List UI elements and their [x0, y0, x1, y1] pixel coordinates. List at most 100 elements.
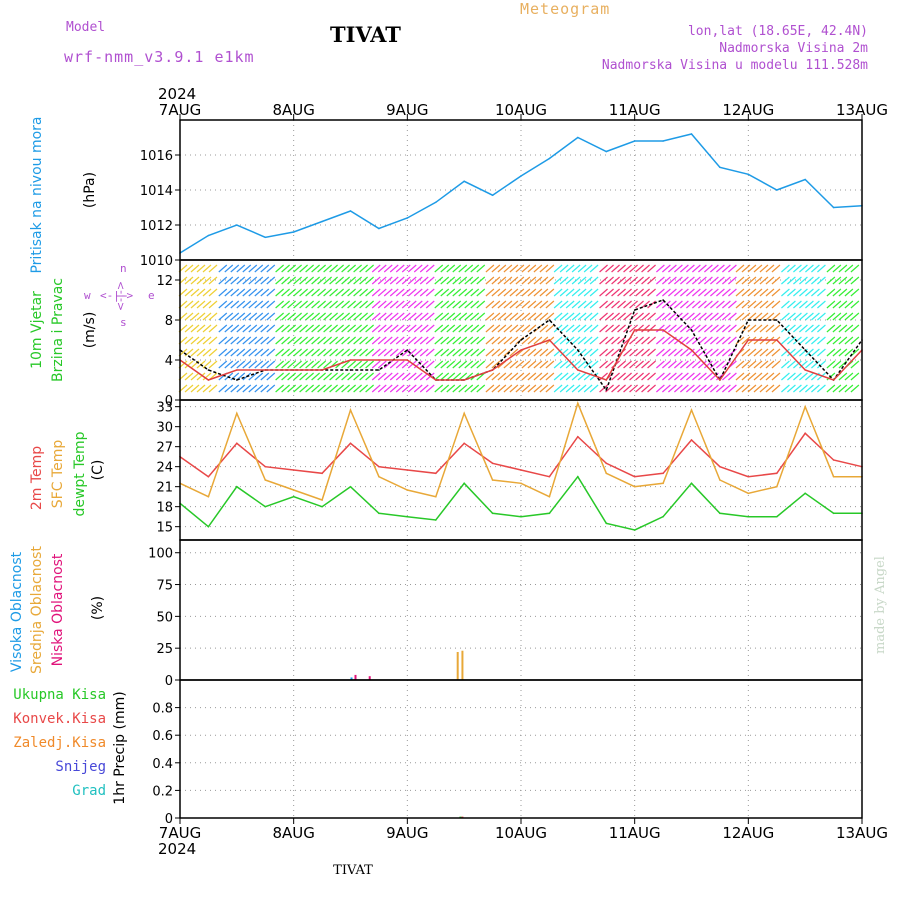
wind-barb: [722, 384, 731, 393]
wind-barb: [281, 348, 291, 357]
wind-barb: [692, 360, 701, 369]
wind-barb: [347, 300, 357, 309]
wind-barb: [389, 276, 399, 285]
model-label: Model: [66, 20, 106, 35]
wind-barb: [704, 300, 713, 309]
wind-barb: [440, 360, 450, 369]
wind-barb: [533, 276, 543, 285]
wind-barb: [716, 312, 725, 321]
wind-barb: [698, 276, 707, 285]
wind-barb: [329, 372, 339, 381]
wind-barb: [533, 264, 543, 273]
wind-barb: [521, 276, 531, 285]
wind-barb: [787, 264, 796, 273]
wind-barb: [527, 360, 537, 369]
wind-barb: [287, 384, 297, 393]
y-tick-label: 1014: [140, 184, 173, 199]
wind-barb: [605, 276, 614, 285]
data-point: [548, 495, 551, 498]
wind-barb: [605, 336, 614, 345]
wind-barb: [341, 312, 351, 321]
data-point: [264, 465, 267, 468]
wind-barb: [395, 288, 405, 297]
wind-barb: [641, 264, 650, 273]
wind-barb: [242, 300, 252, 309]
wind-barb: [533, 288, 543, 297]
wind-barb: [533, 384, 543, 393]
wind-barb: [311, 348, 321, 357]
wind-barb: [747, 324, 757, 333]
wind-barb: [771, 288, 781, 297]
wind-barb: [765, 276, 775, 285]
data-point: [406, 217, 409, 219]
wind-barb: [224, 324, 234, 333]
wind-barb: [353, 312, 363, 321]
wind-barb: [236, 312, 246, 321]
wind-barb: [377, 336, 387, 345]
wind-barb: [559, 348, 569, 357]
wind-barb: [425, 288, 435, 297]
wind-barb: [365, 288, 375, 297]
y-tick-label: 33: [156, 401, 173, 416]
wind-barb: [503, 336, 513, 345]
wind-barb: [811, 348, 820, 357]
data-point: [775, 339, 778, 341]
wind-barb: [190, 312, 200, 321]
bar-3-1: [461, 650, 464, 680]
wind-barb: [311, 300, 321, 309]
wind-barb: [599, 276, 608, 285]
wind-barb: [722, 348, 731, 357]
wind-barb: [485, 276, 495, 285]
wind-barb: [583, 384, 593, 393]
wind-barb: [281, 360, 291, 369]
wind-barb: [656, 288, 665, 297]
wind-barb: [647, 276, 656, 285]
wind-barb: [184, 336, 194, 345]
wind-barb: [521, 300, 531, 309]
wind-barb: [359, 384, 369, 393]
wind-barb: [811, 288, 820, 297]
wind-barb: [674, 372, 683, 381]
wind-barb: [799, 276, 808, 285]
wind-barb: [692, 300, 701, 309]
data-point: [577, 435, 579, 438]
wind-barb: [674, 360, 683, 369]
wind-barb: [353, 288, 363, 297]
wind-barb: [545, 360, 555, 369]
wind-barb: [281, 276, 291, 285]
wind-barb: [805, 300, 814, 309]
wind-barb: [260, 276, 270, 285]
wind-barb: [680, 360, 689, 369]
wind-barb: [793, 312, 802, 321]
ylabel-temp-2m: 2m Temp: [29, 446, 45, 510]
wind-barb: [832, 348, 842, 357]
wind-barb: [599, 324, 608, 333]
wind-barb: [704, 384, 713, 393]
wind-barb: [196, 264, 206, 273]
wind-barb: [254, 336, 264, 345]
wind-barb: [817, 312, 826, 321]
wind-barb: [698, 360, 707, 369]
ylabel-temp-unit: (C): [90, 460, 106, 481]
wind-barb: [832, 336, 842, 345]
data-point: [747, 515, 750, 518]
wind-barb: [196, 324, 206, 333]
wind-barb: [377, 384, 387, 393]
wind-barb: [503, 324, 513, 333]
wind-barb: [805, 360, 814, 369]
wind-barb: [668, 288, 677, 297]
wind-barb: [347, 264, 357, 273]
data-point: [406, 489, 409, 491]
wind-barb: [735, 288, 745, 297]
wind-barb: [503, 372, 513, 381]
wind-barb: [260, 288, 270, 297]
wind-barb: [190, 324, 200, 333]
wind-barb: [329, 324, 339, 333]
wind-barb: [838, 372, 848, 381]
wind-barb: [452, 384, 462, 393]
wind-barb: [434, 360, 444, 369]
wind-barb: [341, 336, 351, 345]
data-point: [747, 319, 750, 321]
wind-barb: [452, 312, 462, 321]
wind-barb: [698, 288, 707, 297]
